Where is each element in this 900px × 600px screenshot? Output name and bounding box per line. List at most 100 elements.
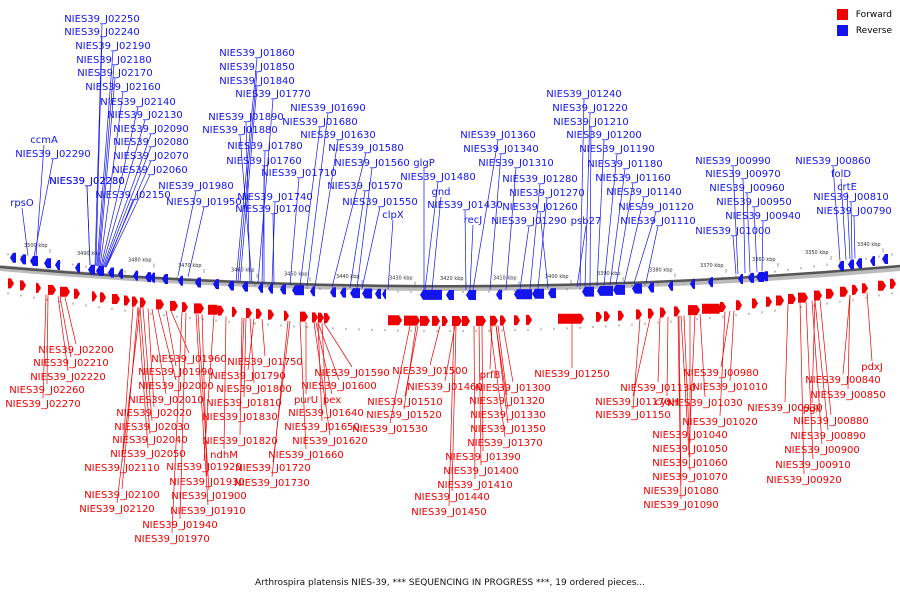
reverse-gene-label: NIES39_J01360: [460, 130, 536, 141]
reverse-gene-label: NIES39_J02250: [64, 14, 140, 25]
reverse-gene-label: NIES39_J02150: [95, 190, 171, 201]
reverse-leader-line: [96, 50, 114, 267]
forward-leader-line: [632, 319, 641, 410]
reverse-leader-line: [105, 199, 134, 268]
reverse-gene-arrow: [708, 277, 713, 288]
reverse-gene-label: NIES39_J01180: [587, 159, 663, 170]
reverse-leader-line: [235, 57, 258, 282]
reverse-leader-line: [187, 206, 205, 277]
forward-gene-label: NIES39_J00840: [805, 375, 881, 386]
forward-leader-line: [680, 315, 691, 472]
forward-gene-label: NIES39_J02000: [138, 381, 214, 392]
forward-leader-line: [247, 318, 255, 371]
forward-leader-line: [59, 296, 72, 358]
forward-gene-arrow: [156, 299, 164, 310]
legend-reverse: Reverse: [836, 25, 892, 36]
forward-gene-arrow: [500, 315, 506, 326]
scale-tick-label: 3360 kbp: [752, 257, 776, 263]
reverse-gene-arrow: [75, 262, 80, 273]
forward-gene-arrow: [20, 280, 26, 291]
reverse-gene-label: NIES39_J01290: [491, 216, 567, 227]
forward-gene-label: NIES39_J01510: [367, 397, 443, 408]
reverse-leader-line: [519, 225, 530, 290]
forward-leader-line: [429, 325, 441, 366]
forward-gene-label: NIES39_J01460: [407, 382, 483, 393]
scale-tick-label: 3350 kbp: [805, 250, 829, 256]
reverse-gene-label: NIES39_J01310: [478, 158, 554, 169]
reverse-leader-line: [529, 183, 541, 289]
reverse-leader-line: [609, 168, 626, 286]
forward-gene-arrow: [194, 303, 204, 314]
reverse-gene-arrow: [178, 275, 183, 286]
forward-gene-label: NIES39_J01650: [284, 422, 360, 433]
forward-leader-line: [42, 294, 47, 399]
reverse-leader-line: [239, 134, 253, 283]
reverse-gene-label: NIES39_J00860: [795, 156, 871, 167]
forward-leader-line: [142, 307, 153, 422]
forward-gene-label: NIES39_J01090: [643, 500, 719, 511]
reverse-leader-line: [86, 185, 91, 266]
forward-gene-label: NIES39_J01520: [366, 410, 442, 421]
scale-tick-label: 3470 kbp: [178, 263, 202, 269]
reverse-gene-arrow: [382, 289, 386, 300]
forward-leader-line: [323, 322, 353, 368]
forward-gene-label: NIES39_J01830: [202, 412, 278, 423]
forward-gene-label: NIES39_J01390: [445, 452, 521, 463]
reverse-leader-lines: [21, 23, 856, 290]
legend-forward-label: Forward: [855, 9, 892, 20]
forward-leader-line: [842, 295, 851, 375]
forward-leader-line: [179, 312, 187, 520]
forward-gene-label: NIES39_J01810: [206, 398, 282, 409]
reverse-leader-line: [732, 165, 739, 275]
reverse-leader-line: [103, 146, 152, 268]
reverse-gene-arrow: [44, 258, 51, 269]
reverse-gene-arrow: [582, 286, 594, 297]
forward-leader-line: [819, 299, 832, 416]
scale-tick-label: 3490 kbp: [77, 251, 101, 257]
forward-gene-arrow: [788, 293, 796, 304]
forward-leader-line: [403, 325, 417, 410]
legend-forward: Forward: [836, 9, 892, 20]
reverse-gene-arrow: [280, 284, 286, 295]
map-caption: Arthrospira platensis NIES-39, *** SEQUE…: [254, 578, 646, 588]
forward-gene-label: NIES39_J01060: [652, 458, 728, 469]
forward-leader-line: [151, 308, 167, 395]
reverse-gene-arrow: [870, 256, 875, 267]
forward-leader-line: [157, 309, 177, 381]
forward-gene-arrow: [246, 307, 252, 318]
forward-leader-line: [799, 302, 805, 475]
forward-gene-label: ndhM: [210, 450, 238, 461]
reverse-gene-label: NIES39_J01950: [166, 197, 242, 208]
forward-gene-arrow: [268, 309, 274, 320]
reverse-gene-label: rpsO: [10, 198, 34, 209]
forward-leader-line: [866, 292, 873, 362]
forward-leader-line: [299, 321, 307, 450]
reverse-gene-arrow: [268, 283, 273, 294]
forward-gene-label: NIES39_J02110: [84, 463, 160, 474]
forward-leader-line: [57, 296, 69, 372]
forward-leader-line: [784, 303, 789, 403]
legend-reverse-label: Reverse: [855, 25, 892, 36]
forward-gene-label: NIES39_J01750: [227, 357, 303, 368]
forward-leader-line: [261, 319, 266, 357]
forward-leader-line: [249, 318, 255, 384]
forward-gene-label: NIES39_J01640: [288, 408, 364, 419]
forward-gene-label: NIES39_J01500: [392, 366, 468, 377]
reverse-gene-label: NIES39_J00950: [716, 197, 792, 208]
reverse-gene-arrow: [446, 289, 454, 300]
forward-gene-label: NIES39_J01920: [166, 462, 242, 473]
forward-leader-line: [495, 325, 509, 424]
reverse-leader-line: [314, 139, 339, 287]
reverse-gene-label: NIES39_J01480: [400, 172, 476, 183]
forward-leader-line: [389, 325, 411, 424]
scale-tick-label: 3400 kbp: [545, 274, 569, 280]
forward-gene-arrow: [618, 310, 624, 321]
forward-gene-label: NIES39_J01960: [151, 354, 227, 365]
reverse-gene-label: NIES39_J01680: [282, 117, 358, 128]
forward-leader-line: [632, 318, 651, 397]
reverse-leader-line: [615, 182, 634, 285]
reverse-gene-arrow: [292, 285, 304, 296]
reverse-gene-arrow: [856, 258, 862, 269]
reverse-gene-arrow: [597, 285, 613, 296]
forward-leader-line: [121, 306, 134, 463]
